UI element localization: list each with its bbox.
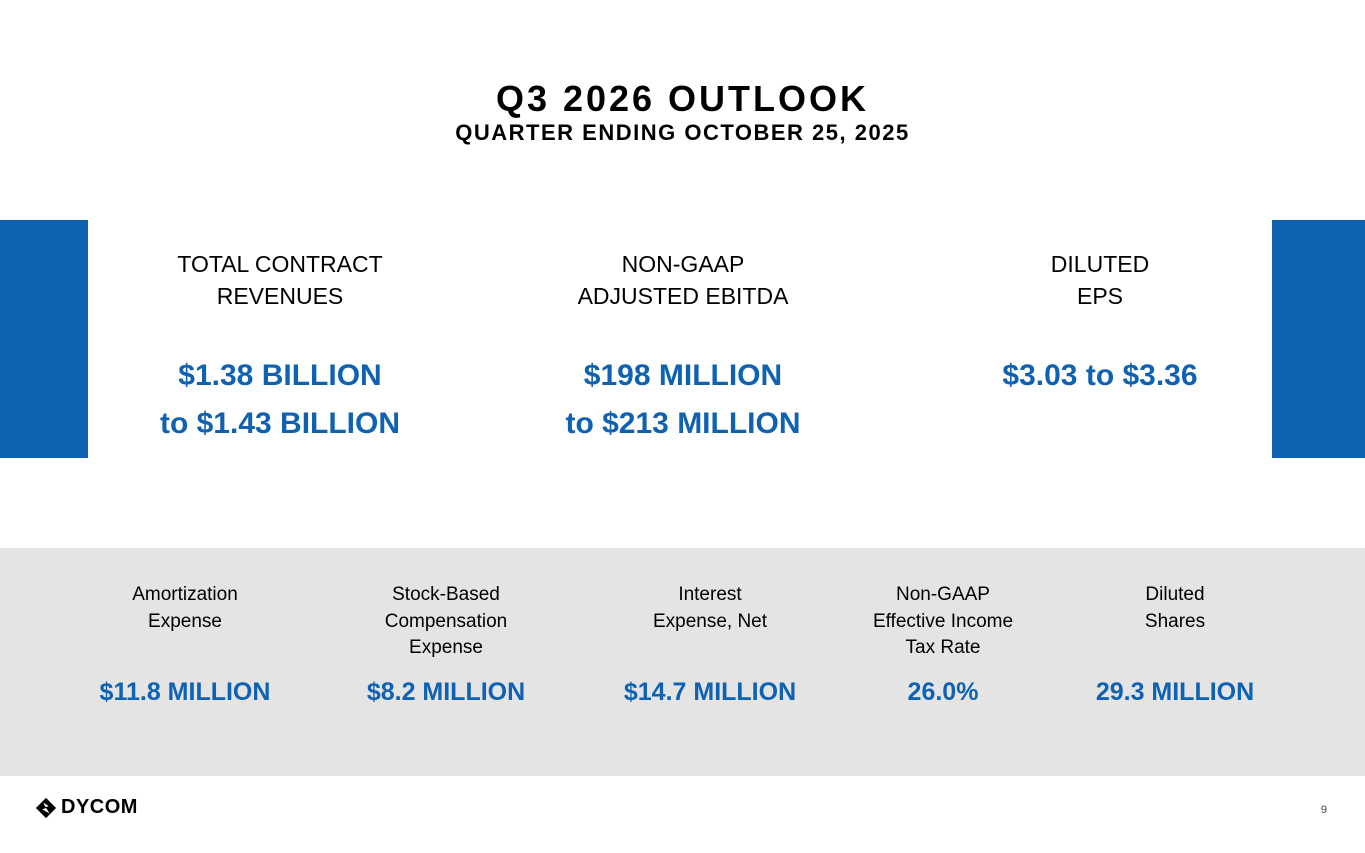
assumption-label: Stock-Based Compensation Expense [384, 584, 508, 659]
assumption-label: Amortization Expense [132, 584, 238, 632]
assumption-stock-based-compensation: Stock-Based Compensation Expense $8.2 MI… [316, 548, 576, 776]
assumptions-band: Amortization Expense $11.8 MILLION Stock… [0, 548, 1365, 776]
dycom-logo: DYCOM [35, 796, 138, 819]
slide-title: Q3 2026 OUTLOOK [495, 78, 870, 119]
assumption-value: $14.7 MILLION [623, 678, 797, 706]
assumption-value: 29.3 MILLION [1095, 678, 1255, 706]
metric-label: TOTAL CONTRACT REVENUES [177, 251, 383, 310]
assumption-amortization-expense: Amortization Expense $11.8 MILLION [45, 548, 325, 776]
assumption-diluted-shares: Diluted Shares 29.3 MILLION [1043, 548, 1307, 776]
metric-value: $198 MILLION to $213 MILLION [565, 359, 801, 440]
outlook-section: TOTAL CONTRACT REVENUES $1.38 BILLION to… [0, 220, 1365, 458]
assumption-effective-income-tax-rate: Non-GAAP Effective Income Tax Rate 26.0% [826, 548, 1060, 776]
slide-subtitle: QUARTER ENDING OCTOBER 25, 2025 [455, 120, 910, 145]
metric-diluted-eps: DILUTED EPS $3.03 to $3.36 [890, 220, 1310, 458]
metric-value: $3.03 to $3.36 [1002, 359, 1198, 392]
metric-label: DILUTED EPS [1050, 251, 1150, 310]
right-accent-bar [1272, 220, 1365, 458]
assumption-interest-expense-net: Interest Expense, Net $14.7 MILLION [578, 548, 842, 776]
assumption-value: $8.2 MILLION [366, 678, 526, 706]
assumption-value: $11.8 MILLION [99, 678, 271, 706]
dycom-logo-icon [35, 797, 57, 819]
left-accent-bar [0, 220, 88, 458]
assumption-value: 26.0% [907, 678, 979, 706]
dycom-logo-text: DYCOM [61, 796, 138, 818]
metric-total-contract-revenues: TOTAL CONTRACT REVENUES $1.38 BILLION to… [70, 220, 490, 458]
metric-label: NON-GAAP ADJUSTED EBITDA [577, 251, 789, 310]
assumption-label: Interest Expense, Net [652, 584, 768, 632]
assumption-label: Non-GAAP Effective Income Tax Rate [872, 584, 1014, 659]
metric-non-gaap-adjusted-ebitda: NON-GAAP ADJUSTED EBITDA $198 MILLION to… [480, 220, 886, 458]
metric-value: $1.38 BILLION to $1.43 BILLION [159, 359, 401, 440]
page-number: 9 [1320, 804, 1327, 816]
assumption-label: Diluted Shares [1144, 584, 1206, 632]
